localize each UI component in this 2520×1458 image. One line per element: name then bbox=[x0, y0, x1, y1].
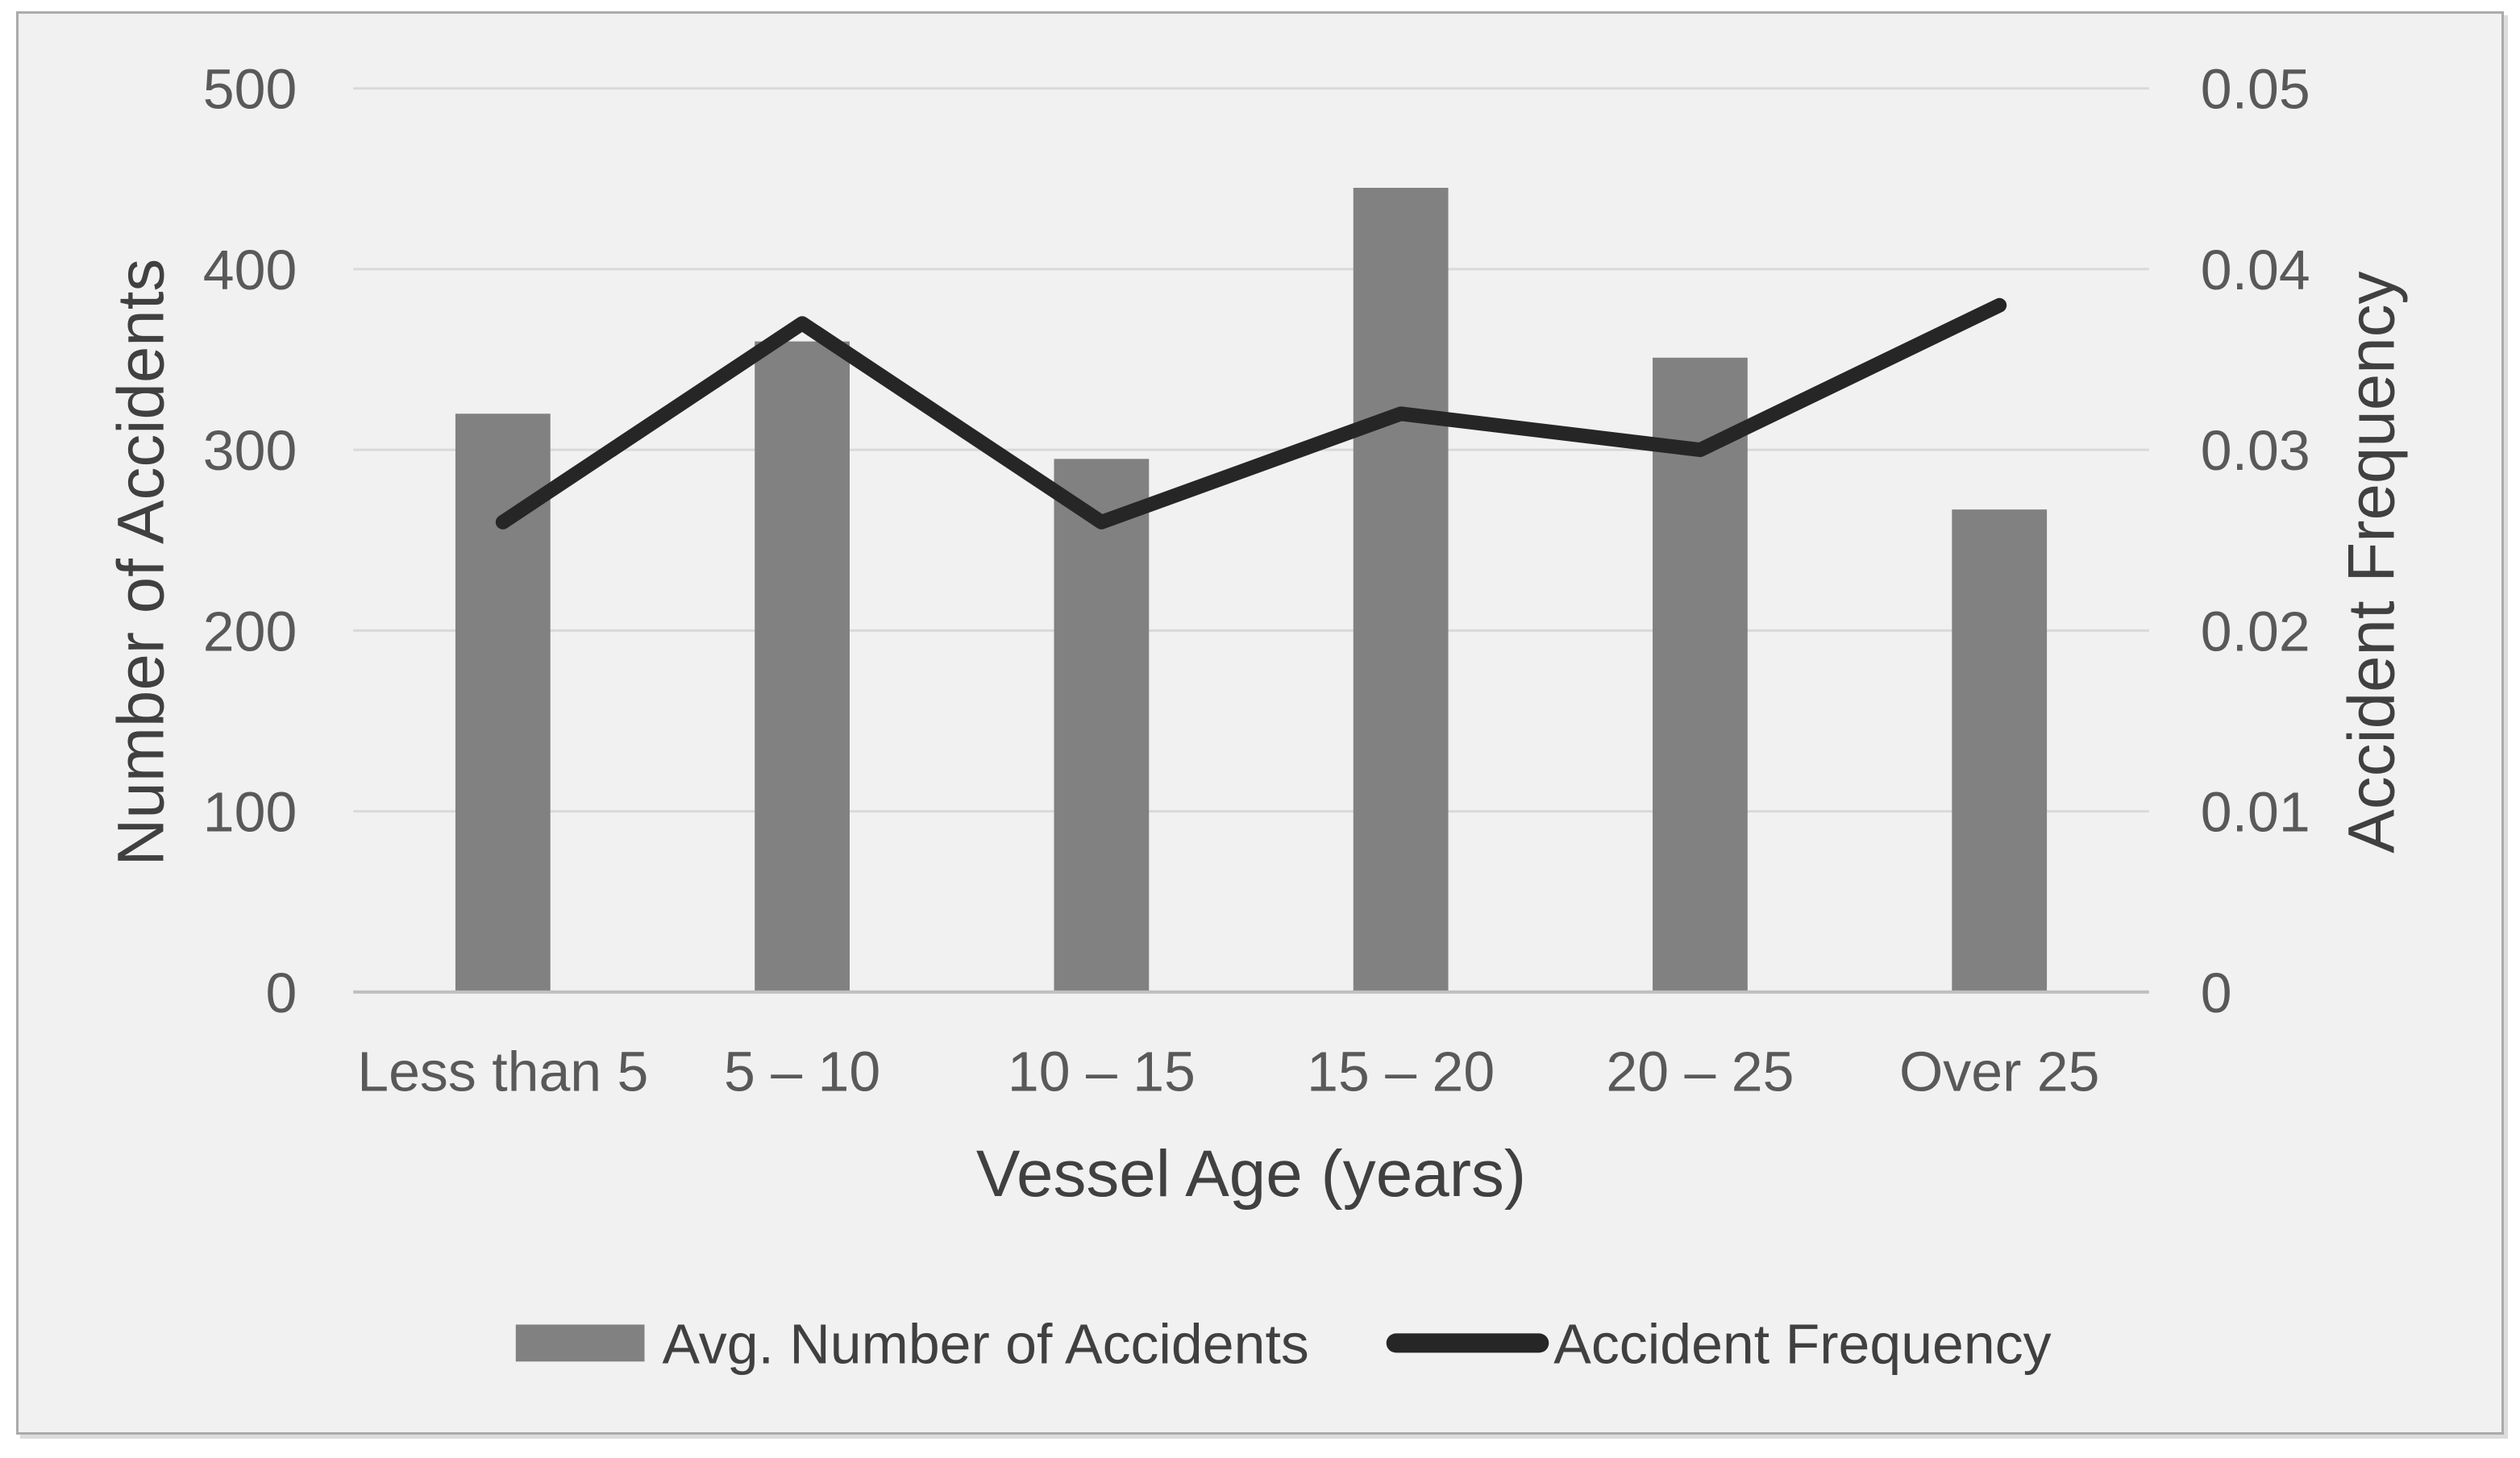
right-axis-title: Accident Frequency bbox=[2335, 272, 2408, 854]
bar-10-15 bbox=[1054, 459, 1150, 992]
legend: Avg. Number of Accidents Accident Freque… bbox=[515, 1312, 2052, 1375]
right-axis-tick-0.05: 0.05 bbox=[2201, 58, 2310, 121]
left-axis-tick-300: 300 bbox=[203, 419, 297, 482]
x-axis-tick-15-20: 15 – 20 bbox=[1307, 1040, 1495, 1103]
right-axis-tick-0.02: 0.02 bbox=[2201, 600, 2310, 663]
chart-frame: 0 100 200 300 400 500 0 0.01 0.02 0.03 0.04 0.05 L… bbox=[16, 11, 2504, 1435]
left-axis-tick-0: 0 bbox=[265, 962, 297, 1024]
right-axis-tick-0.03: 0.03 bbox=[2201, 419, 2310, 482]
legend-bar-swatch bbox=[515, 1324, 645, 1362]
x-axis-title: Vessel Age (years) bbox=[976, 1137, 1526, 1211]
gridlines bbox=[353, 87, 2149, 813]
right-axis-tick-labels: 0 0.01 0.02 0.03 0.04 0.05 bbox=[2201, 58, 2310, 1024]
right-axis-tick-0: 0 bbox=[2201, 962, 2232, 1024]
x-axis-tick-5-10: 5 – 10 bbox=[724, 1040, 880, 1103]
x-axis-tick-less-than-5: Less than 5 bbox=[357, 1040, 648, 1103]
combo-chart: 0 100 200 300 400 500 0 0.01 0.02 0.03 0.04 0.05 L… bbox=[105, 58, 2409, 1376]
right-axis-tick-0.04: 0.04 bbox=[2201, 239, 2310, 301]
bar-series-avg-accidents bbox=[455, 188, 2048, 992]
left-axis-tick-500: 500 bbox=[203, 58, 297, 121]
left-axis-tick-100: 100 bbox=[203, 781, 297, 844]
x-axis-tick-over-25: Over 25 bbox=[1899, 1040, 2099, 1103]
legend-line-label: Accident Frequency bbox=[1553, 1312, 2051, 1375]
bar-20-25 bbox=[1653, 357, 1748, 992]
right-axis-tick-0.01: 0.01 bbox=[2201, 781, 2310, 844]
x-axis-category-labels: Less than 5 5 – 10 10 – 15 15 – 20 20 – 25 Ov… bbox=[357, 1040, 2099, 1103]
legend-bar-label: Avg. Number of Accidents bbox=[662, 1312, 1308, 1375]
accident-frequency-line bbox=[495, 297, 2007, 530]
bar-less-than-5 bbox=[455, 413, 551, 992]
left-axis-tick-400: 400 bbox=[203, 239, 297, 301]
left-axis-tick-200: 200 bbox=[203, 600, 297, 663]
bar-over-25 bbox=[1952, 509, 2048, 992]
bar-15-20 bbox=[1353, 188, 1449, 992]
x-axis-tick-20-25: 20 – 25 bbox=[1606, 1040, 1794, 1103]
left-axis-title: Number of Accidents bbox=[105, 259, 178, 866]
bar-5-10 bbox=[755, 341, 850, 992]
x-axis-tick-10-15: 10 – 15 bbox=[1008, 1040, 1196, 1103]
left-axis-tick-labels: 0 100 200 300 400 500 bbox=[203, 58, 297, 1024]
